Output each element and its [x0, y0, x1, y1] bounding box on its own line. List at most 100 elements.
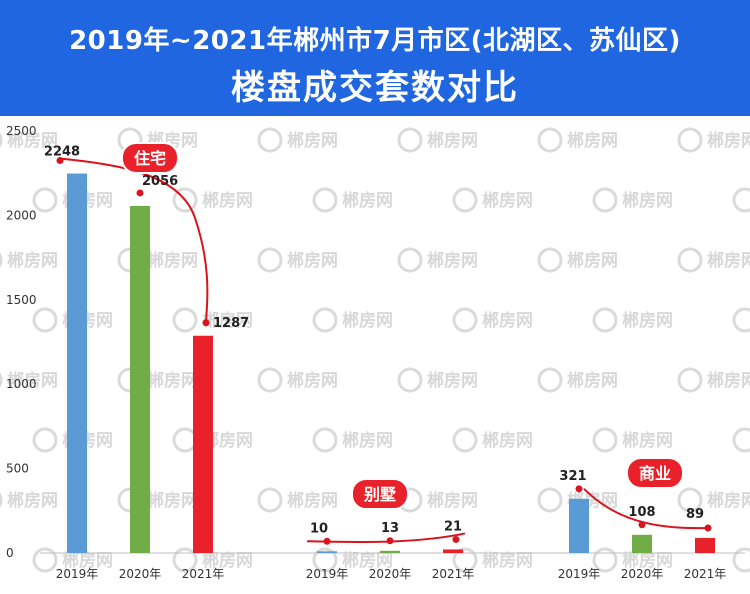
- x-tick-label: 2019年: [56, 567, 99, 581]
- data-label: 2248: [44, 145, 80, 160]
- trend-point: [202, 319, 210, 327]
- watermark: 郴房网: [537, 247, 618, 273]
- watermark-text: 郴房网: [427, 250, 478, 271]
- trend-point: [56, 157, 64, 165]
- watermark-text: 郴房网: [622, 310, 673, 331]
- watermark-logo-icon: [732, 307, 750, 333]
- watermark-text: 郴房网: [707, 250, 750, 271]
- watermark-text: 郴房网: [567, 250, 618, 271]
- bar-别墅-2020年: [380, 550, 400, 553]
- watermark: 郴房网: [172, 307, 253, 333]
- watermark-text: 郴房网: [342, 430, 393, 451]
- trend-point: [638, 521, 646, 529]
- watermark: 郴房网: [452, 307, 533, 333]
- watermark-layer: 郴房网 郴房网 郴房网 郴房网 郴房网 郴房网郴房网 郴房网 郴房网 郴房网 郴房网郴房网 郴房网郴…: [0, 127, 750, 573]
- watermark: 郴房网: [397, 487, 478, 513]
- watermark: 郴房网: [732, 187, 750, 213]
- x-tick-label: 2021年: [182, 567, 225, 581]
- x-tick-label: 2021年: [432, 567, 475, 581]
- watermark: 郴房网: [592, 547, 673, 573]
- watermark-logo-icon: [32, 547, 58, 573]
- watermark-text: 郴房网: [202, 550, 253, 571]
- watermark-logo-icon: [732, 427, 750, 453]
- watermark-text: 郴房网: [62, 550, 113, 571]
- watermark-logo-icon: [677, 487, 703, 513]
- watermark-logo-icon: [452, 187, 478, 213]
- watermark-logo-icon: [172, 307, 198, 333]
- bar-别墅-2019年: [317, 551, 337, 553]
- watermark-logo-icon: [732, 187, 750, 213]
- watermark: 郴房网: [677, 367, 750, 393]
- data-label: 321: [559, 469, 586, 484]
- watermark-logo-icon: [592, 187, 618, 213]
- watermark-logo-icon: [397, 247, 423, 273]
- watermark-text: 郴房网: [287, 370, 338, 391]
- watermark: 郴房网: [0, 250, 58, 271]
- bar-商业-2020年: [632, 534, 652, 553]
- watermark-logo-icon: [0, 252, 3, 268]
- watermark-text: 郴房网: [622, 190, 673, 211]
- watermark: 郴房网: [312, 187, 393, 213]
- chart-header: 2019年~2021年郴州市7月市区(北湖区、苏仙区) 楼盘成交套数对比: [0, 0, 750, 116]
- y-tick-label: 2000: [6, 208, 37, 222]
- watermark: 郴房网: [677, 247, 750, 273]
- watermark-logo-icon: [172, 187, 198, 213]
- watermark-logo-icon: [452, 307, 478, 333]
- watermark-logo-icon: [257, 367, 283, 393]
- watermark-logo-icon: [172, 427, 198, 453]
- watermark-text: 郴房网: [342, 190, 393, 211]
- data-label: 108: [628, 505, 655, 520]
- trend-point: [136, 189, 144, 197]
- watermark-text: 郴房网: [567, 370, 618, 391]
- data-label: 21: [444, 519, 462, 534]
- group-label: 商业: [639, 464, 671, 483]
- data-label: 13: [381, 521, 399, 536]
- group-badge-商业: [626, 457, 684, 489]
- watermark: 郴房网: [0, 130, 58, 151]
- x-tick-label: 2020年: [621, 567, 664, 581]
- watermark-text: 郴房网: [622, 430, 673, 451]
- chart-title-line1: 2019年~2021年郴州市7月市区(北湖区、苏仙区): [69, 26, 681, 56]
- watermark: 郴房网: [397, 247, 478, 273]
- watermark: 郴房网: [452, 187, 533, 213]
- watermark-logo-icon: [397, 367, 423, 393]
- watermark-text: 郴房网: [427, 130, 478, 151]
- watermark: 郴房网: [257, 247, 338, 273]
- watermark-text: 郴房网: [427, 370, 478, 391]
- y-tick-label: 1000: [6, 377, 37, 391]
- watermark-text: 郴房网: [147, 370, 198, 391]
- trend-point: [704, 524, 712, 532]
- watermark-logo-icon: [0, 372, 3, 388]
- watermark-text: 郴房网: [342, 310, 393, 331]
- bar-商业-2021年: [695, 537, 715, 553]
- data-label: 10: [310, 521, 328, 536]
- trend-line-住宅: [59, 157, 209, 323]
- watermark-logo-icon: [312, 187, 338, 213]
- watermark: 郴房网: [0, 370, 58, 391]
- watermark: 郴房网: [732, 547, 750, 573]
- watermark-text: 郴房网: [482, 430, 533, 451]
- bar-住宅-2021年: [193, 335, 213, 553]
- watermark: 郴房网: [452, 547, 533, 573]
- watermark: 郴房网: [257, 487, 338, 513]
- watermark-logo-icon: [32, 307, 58, 333]
- watermark-text: 郴房网: [427, 490, 478, 511]
- watermark: 郴房网: [257, 127, 338, 153]
- watermark-text: 郴房网: [482, 310, 533, 331]
- watermark: 郴房网: [312, 427, 393, 453]
- watermark-text: 郴房网: [287, 250, 338, 271]
- group-label: 住宅: [134, 149, 166, 168]
- watermark: 郴房网: [397, 127, 478, 153]
- watermark-logo-icon: [312, 547, 338, 573]
- watermark: 郴房网: [397, 367, 478, 393]
- watermark-text: 郴房网: [7, 370, 58, 391]
- watermark-logo-icon: [397, 127, 423, 153]
- watermark-text: 郴房网: [202, 190, 253, 211]
- group-label: 别墅: [363, 485, 396, 504]
- x-tick-label: 2019年: [306, 567, 349, 581]
- chart-title-line2: 楼盘成交套数对比: [231, 68, 519, 108]
- y-tick-label: 500: [6, 462, 29, 476]
- watermark-logo-icon: [257, 487, 283, 513]
- bar-住宅-2020年: [130, 205, 150, 553]
- watermark-logo-icon: [0, 132, 3, 148]
